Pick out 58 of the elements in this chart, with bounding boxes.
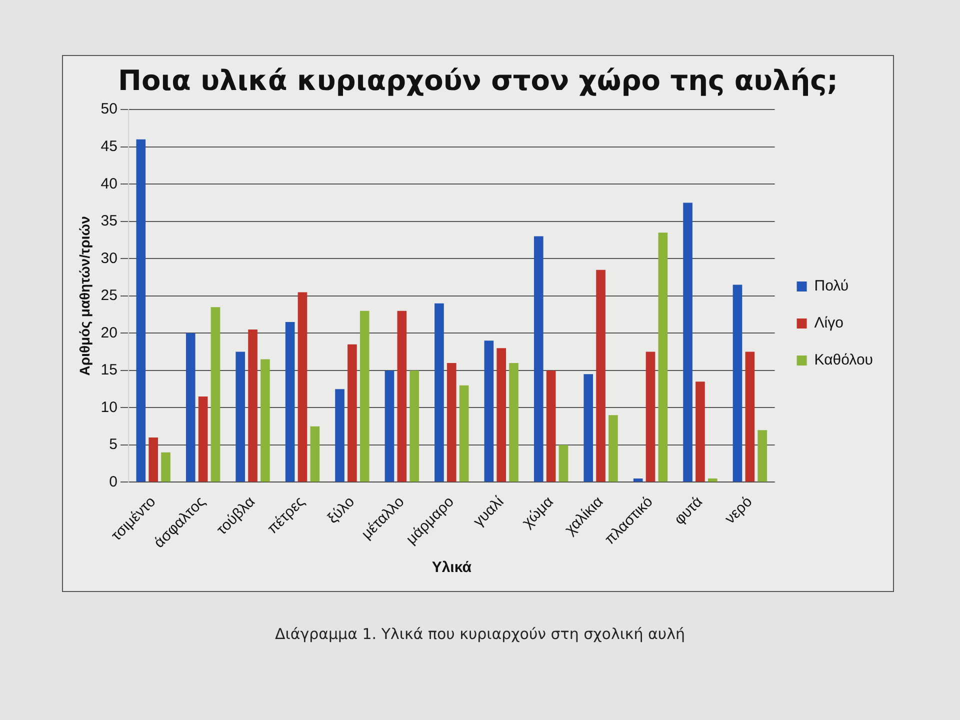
y-tick-label: 45: [100, 138, 118, 156]
bar: [534, 236, 544, 482]
bar: [335, 389, 344, 482]
bar: [608, 415, 618, 482]
y-tick-label: 35: [100, 212, 118, 230]
y-tick-label: 10: [100, 398, 118, 416]
bar: [285, 322, 295, 482]
bar: [136, 139, 146, 482]
bar: [434, 303, 444, 482]
y-tick-label: 20: [100, 324, 118, 342]
bar: [298, 292, 308, 482]
bar: [236, 352, 246, 482]
y-tick-label: 40: [100, 175, 118, 192]
bar: [410, 370, 420, 482]
bar: [646, 352, 656, 482]
bar: [696, 382, 705, 482]
x-tick-label: ξύλο: [324, 493, 358, 527]
bar: [148, 438, 158, 482]
bar: [459, 385, 469, 482]
bar: [584, 374, 594, 482]
y-tick-label: 50: [100, 100, 118, 118]
bar: [397, 310, 407, 482]
text: Διάγραμμα 1. Υλικά που κυριαρχούν στη σχολική αυλή: [274, 625, 686, 643]
y-tick-label: 25: [100, 287, 118, 304]
x-axis-title: Υλικά: [432, 559, 472, 576]
bar: [658, 232, 668, 482]
bar: [708, 478, 718, 482]
bar: [260, 359, 270, 482]
bar: [186, 333, 196, 482]
bar: [558, 444, 568, 482]
legend-label: Λίγο: [814, 314, 844, 332]
legend-label: Καθόλου: [814, 352, 874, 369]
y-tick-label: 15: [100, 362, 118, 379]
bar: [732, 284, 742, 482]
bar: [546, 370, 556, 482]
bar: [745, 352, 755, 482]
y-tick-label: 0: [109, 473, 118, 490]
bar: [633, 478, 643, 482]
bar: [596, 270, 606, 482]
bar: [446, 362, 456, 482]
bar: [384, 370, 394, 482]
bar: [161, 452, 170, 482]
bar: [310, 426, 320, 482]
chart-title: Ποια υλικά κυριαρχούν στον χώρο της αυλής;: [118, 64, 838, 98]
bar: [758, 430, 768, 482]
bar: [360, 310, 370, 482]
bar: [198, 396, 208, 482]
bar: [484, 340, 494, 482]
y-tick-label: 30: [100, 250, 118, 267]
bar: [496, 348, 506, 482]
bar: [683, 202, 692, 482]
bar: [509, 362, 518, 482]
y-axis-title: Αριθμός μαθητών/τριών: [76, 216, 92, 376]
bar: [348, 344, 357, 482]
y-tick-label: 5: [109, 436, 118, 454]
bar: [210, 307, 220, 482]
bar: [248, 329, 258, 482]
legend-label: Πολύ: [814, 278, 849, 295]
